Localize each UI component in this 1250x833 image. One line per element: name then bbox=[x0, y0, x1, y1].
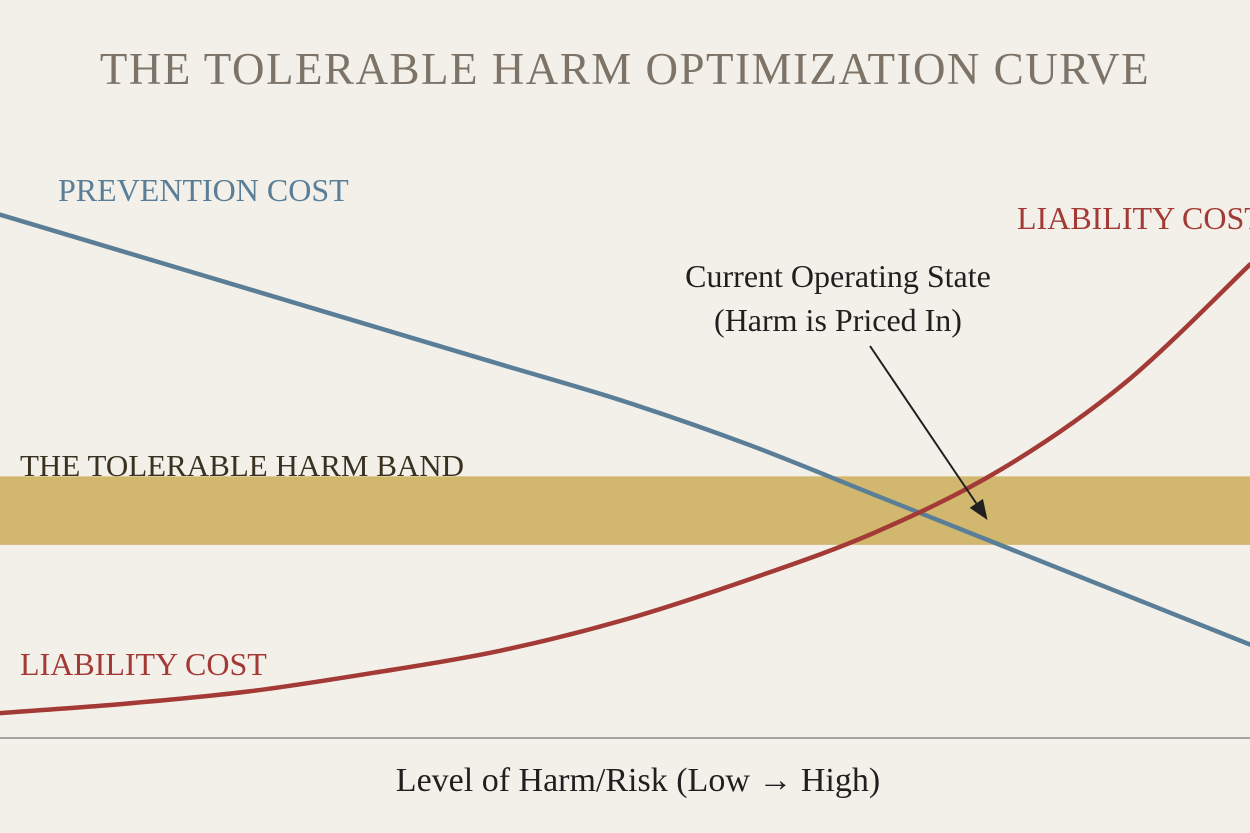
prevention-cost-line bbox=[0, 212, 1250, 647]
liability-cost-end-label: LIABILITY COST bbox=[1017, 200, 1250, 236]
x-axis-label: Level of Harm/Risk (Low → High) bbox=[396, 762, 880, 799]
chart-title: THE TOLERABLE HARM OPTIMIZATION CURVE bbox=[100, 44, 1150, 94]
band-label: THE TOLERABLE HARM BAND bbox=[20, 448, 464, 483]
liability-cost-label: LIABILITY COST bbox=[20, 646, 267, 682]
annotation-line-2: (Harm is Priced In) bbox=[714, 302, 962, 338]
annotation-arrowhead bbox=[969, 498, 988, 520]
annotation-line-1: Current Operating State bbox=[685, 258, 991, 294]
tolerable-harm-band bbox=[0, 476, 1250, 545]
liability-cost-line bbox=[0, 262, 1250, 716]
annotation-arrow bbox=[869, 345, 978, 504]
prevention-cost-label: PREVENTION COST bbox=[58, 172, 349, 208]
